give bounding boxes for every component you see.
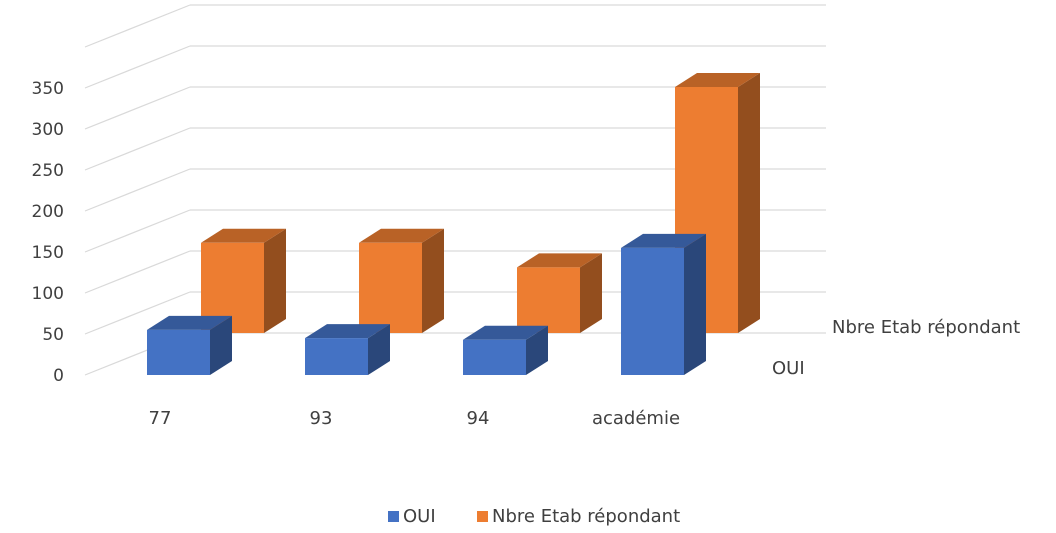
x-category-label: académie (592, 408, 680, 429)
gridline-side-100 (84, 250, 191, 294)
bar-nbre-etab-r-pondant-1-front (359, 242, 422, 333)
bar-oui-3-side (684, 233, 706, 375)
bar-oui-3-front (621, 247, 684, 375)
bar-oui-1-front (305, 338, 368, 375)
legend-label-0: OUI (403, 506, 436, 527)
bar-oui-1-side (368, 324, 390, 375)
y-tick-label: 150 (32, 243, 64, 263)
gridline-side-300 (84, 86, 191, 130)
bar-nbre-etab-r-pondant-2-side (580, 253, 602, 333)
legend-label-1: Nbre Etab répondant (492, 506, 680, 527)
bar-oui-0-side (210, 315, 232, 375)
depth-axis-label-back: Nbre Etab répondant (832, 317, 1020, 338)
legend-swatch-0 (388, 511, 399, 522)
legend: OUI Nbre Etab répondant (388, 506, 680, 527)
bar-nbre-etab-r-pondant-1-top (359, 228, 444, 243)
axis-labels: 0 50 100 150 200 250 300 350 77 93 94 académie Nbre … (32, 79, 1021, 429)
bar-nbre-etab-r-pondant-3-side (738, 73, 760, 333)
legend-swatch-1 (477, 511, 488, 522)
bar-oui-3-top (621, 233, 706, 248)
x-category-label: 94 (467, 408, 490, 429)
y-tick-label: 250 (32, 161, 64, 181)
y-tick-label: 300 (32, 120, 64, 140)
gridline-side-350 (84, 45, 191, 89)
gridline-side-50 (84, 291, 191, 335)
bar-oui-2 (463, 325, 548, 375)
bar-nbre-etab-r-pondant-1-side (422, 228, 444, 333)
bar-nbre-etab-r-pondant-2-front (517, 267, 580, 333)
bar-oui-1 (305, 324, 390, 375)
y-tick-label: 100 (32, 284, 64, 304)
bar-nbre-etab-r-pondant-3-top (675, 73, 760, 87)
bar-oui-0 (147, 315, 232, 375)
x-category-label: 77 (149, 408, 172, 429)
bar-oui-0-top (147, 315, 232, 330)
y-tick-label: 50 (42, 325, 64, 345)
bar-nbre-etab-r-pondant-0-side (264, 228, 286, 333)
y-tick-label: 0 (53, 366, 64, 386)
gridline-side-400 (84, 4, 191, 48)
gridline-side-250 (84, 127, 191, 171)
bar-nbre-etab-r-pondant-2 (517, 253, 602, 333)
bar-oui-2-front (463, 339, 526, 375)
bar-oui-0-front (147, 329, 210, 375)
gridline-side-150 (84, 209, 191, 253)
bar-oui-1-top (305, 324, 390, 339)
bar-nbre-etab-r-pondant-0 (201, 228, 286, 333)
bar-nbre-etab-r-pondant-0-top (201, 228, 286, 243)
bar-nbre-etab-r-pondant-2-top (517, 253, 602, 268)
x-category-label: 93 (310, 408, 333, 429)
y-tick-label: 350 (32, 79, 64, 99)
bar-nbre-etab-r-pondant-1 (359, 228, 444, 333)
y-tick-label: 200 (32, 202, 64, 222)
depth-axis-label-front: OUI (772, 358, 805, 379)
bar-oui-2-top (463, 325, 548, 340)
front-series-bars (147, 233, 706, 375)
bar-oui-3 (621, 233, 706, 375)
bar-oui-2-side (526, 325, 548, 375)
gridline-side-200 (84, 168, 191, 212)
